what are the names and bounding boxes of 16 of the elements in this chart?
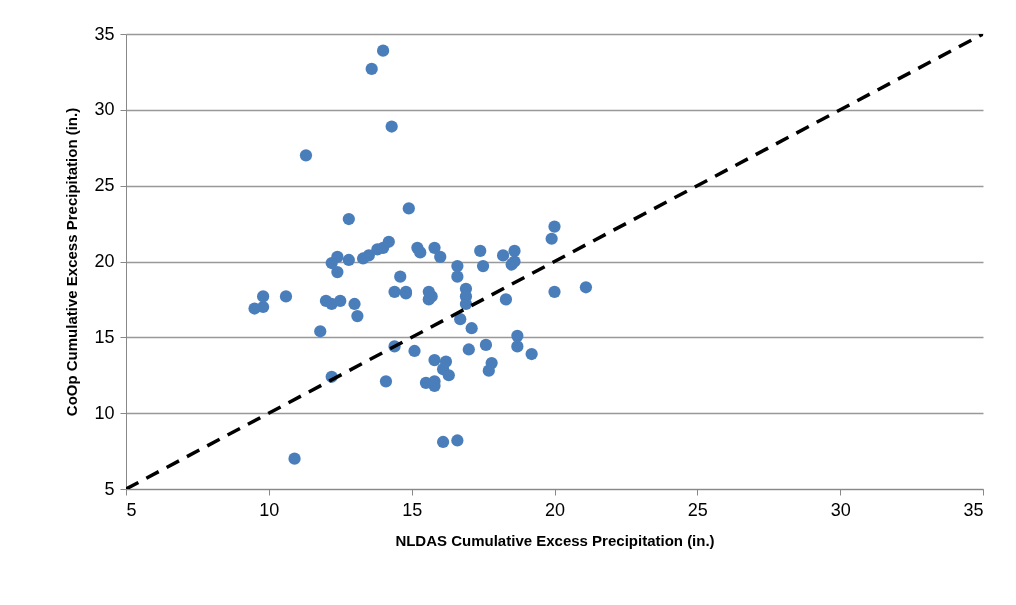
y-tick-label: 35: [94, 23, 115, 44]
y-axis-title: CoOp Cumulative Excess Precipitation (in.): [63, 107, 81, 417]
y-tick-label: 5: [104, 478, 115, 499]
y-tick-label: 15: [94, 326, 115, 347]
x-tick-label: 15: [402, 499, 423, 520]
x-tick-label: 20: [544, 499, 566, 520]
x-tick-label: 35: [963, 499, 984, 520]
x-tick-label: 30: [830, 499, 851, 520]
y-tick-label: 30: [94, 99, 115, 120]
y-tick-label: 10: [94, 402, 115, 423]
x-tick-label: 10: [259, 499, 280, 520]
x-tick-label: 5: [126, 499, 137, 520]
y-tick-label: 25: [94, 175, 115, 196]
x-axis-title: NLDAS Cumulative Excess Precipitation (in.): [395, 531, 715, 549]
x-tick-label: 25: [687, 499, 708, 520]
y-tick-label: 20: [94, 251, 115, 271]
